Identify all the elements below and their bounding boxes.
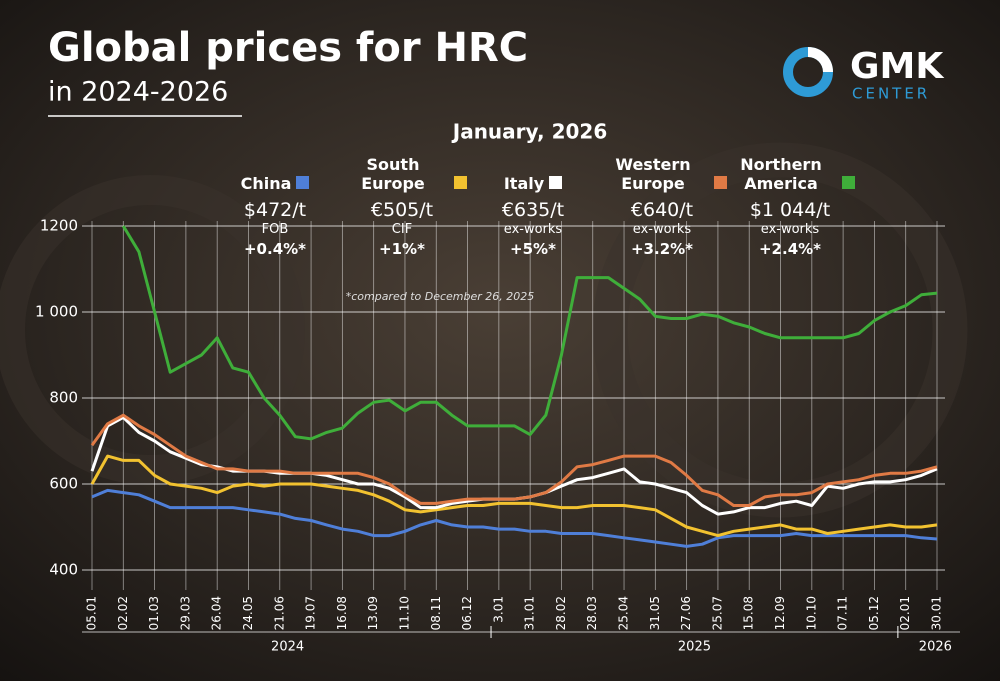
x-tick-label: 10.10 [804, 596, 818, 630]
year-label: 2026 [919, 640, 952, 655]
y-tick-label: 1 000 [35, 303, 78, 321]
price: $1 044/t [749, 199, 831, 221]
x-tick-label: 28.03 [585, 596, 599, 630]
subtitle: in 2024-2026 [48, 77, 228, 108]
legend-entry: Italy €635/t ex-works +5%* [468, 153, 598, 258]
y-tick-label: 400 [49, 561, 78, 579]
x-tick-label: 29.03 [178, 596, 192, 630]
price: €640/t [630, 199, 694, 221]
x-tick-label: 31.01 [523, 596, 537, 630]
x-tick-label: 21.06 [272, 596, 286, 630]
y-tick-label: 600 [49, 475, 78, 493]
legend-name-row: Northern America [725, 153, 855, 193]
legend-name-row: South Europe [337, 153, 467, 193]
x-tick-label: 3.01 [491, 596, 505, 623]
change: +1%* [379, 240, 425, 258]
x-tick-label: 28.02 [554, 596, 568, 630]
x-tick-label: 16.08 [335, 596, 349, 630]
basis: FOB [261, 222, 289, 237]
x-tick-label: 02.02 [116, 596, 130, 630]
x-tick-label: 11.10 [397, 596, 411, 630]
x-tick-label: 07.11 [836, 596, 850, 630]
basis: CIF [391, 222, 413, 237]
change: +0.4%* [243, 240, 306, 258]
legend-name: South Europe [361, 155, 425, 193]
legend-name: Western Europe [615, 155, 691, 193]
x-tick-label: 26.04 [210, 596, 224, 630]
series-line [122, 225, 938, 441]
legend-swatch [714, 176, 727, 189]
x-tick-label: 01.03 [147, 596, 161, 630]
year-label: 2025 [678, 640, 711, 655]
basis: ex-works [760, 222, 820, 237]
legend-entry: China $472/t FOB +0.4%* [210, 153, 340, 258]
brand-sub: CENTER [852, 85, 930, 103]
legend-entry: Western Europe €640/t ex-works +3.2%* [597, 153, 727, 258]
year-label: 2024 [271, 640, 304, 655]
logo-ring-part [807, 47, 833, 73]
x-tick-label: 27.06 [679, 596, 693, 630]
period: January, 2026 [451, 120, 607, 144]
x-tick-label: 06.12 [460, 596, 474, 630]
legend-name-row: Italy [468, 153, 598, 193]
x-tick-label: 13.09 [366, 596, 380, 630]
x-tick-label: 19.07 [304, 596, 318, 630]
legend-swatch [842, 176, 855, 189]
x-tick-label: 05.12 [867, 596, 881, 630]
change: +5%* [510, 240, 556, 258]
x-tick-label: 05.01 [85, 596, 99, 630]
x-tick-label: 25.07 [710, 596, 724, 630]
y-tick-label: 1200 [40, 217, 78, 235]
legend-name: China [240, 174, 292, 193]
x-tick-label: 08.11 [429, 596, 443, 630]
series-line [90, 413, 938, 507]
x-tick-label: 24.05 [241, 596, 255, 630]
change: +3.2%* [630, 240, 693, 258]
x-tick-label: 25.04 [617, 596, 631, 630]
legend-swatch [454, 176, 467, 189]
x-tick-label: 30.01 [930, 596, 944, 630]
legend-swatch [296, 176, 310, 189]
price: $472/t [243, 199, 307, 221]
basis: ex-works [632, 222, 692, 237]
x-tick-label: 15.08 [742, 596, 756, 630]
legend-name: Italy [503, 174, 545, 193]
x-tick-label: 02.01 [898, 596, 912, 630]
x-tick-label: 31.05 [648, 596, 662, 630]
legend-name: Northern America [740, 155, 822, 193]
basis: ex-works [503, 222, 563, 237]
legend-swatch [549, 176, 563, 189]
x-tick-label: 12.09 [773, 596, 787, 630]
legend-name-row: Western Europe [597, 153, 727, 193]
legend-entry: Northern America $1 044/t ex-works +2.4%* [725, 153, 855, 258]
change: +2.4%* [758, 240, 821, 258]
y-tick-label: 800 [49, 389, 78, 407]
series-line [90, 454, 938, 538]
legend-name-row: China [210, 153, 340, 193]
note: *compared to December 26, 2025 [346, 290, 535, 303]
bg-coil [592, 142, 968, 518]
price: €635/t [501, 199, 565, 221]
series-line [91, 488, 938, 548]
brand-name: GMK [850, 46, 944, 87]
legend-entry: South Europe €505/t CIF +1%* [337, 153, 467, 258]
price: €505/t [370, 199, 434, 221]
title: Global prices for HRC [48, 25, 528, 71]
